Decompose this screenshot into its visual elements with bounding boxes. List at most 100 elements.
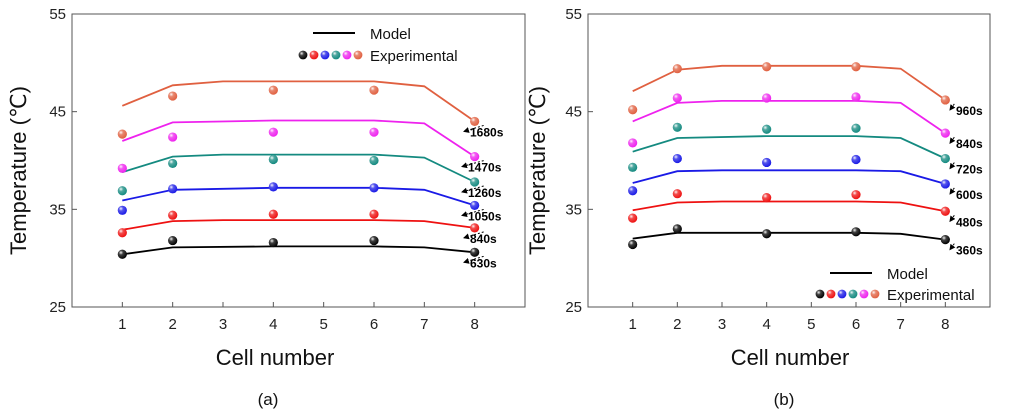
model-line-720s — [632, 135, 946, 160]
experimental-point-highlight — [672, 189, 682, 199]
experimental-point-highlight — [268, 154, 278, 165]
experimental-point-highlight — [117, 186, 127, 196]
plot-frame — [587, 13, 991, 308]
experimental-point-highlight — [268, 182, 278, 192]
legend-dot-highlight — [353, 50, 363, 60]
x-tick-label: 4 — [762, 316, 770, 333]
model-line-360s — [632, 231, 946, 241]
experimental-point-highlight — [672, 64, 682, 74]
experimental-point-highlight — [628, 213, 638, 223]
y-tick-label: 35 — [565, 201, 582, 218]
y-axis-label: Temperature (℃) — [525, 86, 550, 255]
experimental-point-highlight — [369, 183, 379, 193]
x-tick-label: 3 — [718, 316, 726, 333]
experimental-point-highlight — [168, 235, 178, 246]
experimental-point-highlight — [470, 151, 480, 162]
experimental-point-highlight — [168, 132, 178, 142]
experimental-point-highlight — [470, 247, 480, 257]
model-line-600s — [632, 169, 946, 185]
legend-experimental-label: Experimental — [887, 287, 975, 304]
series-label-840s: 840s — [956, 137, 983, 151]
panel-label: (b) — [774, 390, 795, 409]
series-arrow — [949, 243, 956, 251]
model-line-480s — [632, 200, 946, 213]
experimental-point-highlight — [851, 92, 861, 102]
series-arrow — [463, 124, 484, 133]
experimental-point-highlight — [470, 177, 480, 187]
experimental-point-highlight — [117, 129, 127, 139]
experimental-point-highlight — [470, 223, 480, 233]
legend-experimental-label: Experimental — [370, 48, 458, 65]
series-arrow — [949, 214, 956, 223]
experimental-point-highlight — [628, 105, 638, 115]
experimental-point-highlight — [851, 62, 861, 72]
legend-dot-highlight — [331, 50, 341, 60]
x-tick-label: 4 — [269, 316, 277, 333]
experimental-point-highlight — [628, 239, 638, 250]
series-label-600s: 600s — [956, 188, 983, 202]
experimental-point-highlight — [117, 249, 127, 259]
x-tick-label: 7 — [896, 316, 904, 333]
series-label-1260s: 1260s — [468, 186, 502, 200]
legend-dot-highlight — [342, 50, 352, 60]
experimental-point-highlight — [117, 205, 127, 215]
series-label-480s: 480s — [956, 215, 983, 229]
experimental-point-highlight — [168, 158, 178, 169]
x-axis-label: Cell number — [731, 345, 850, 370]
experimental-point-highlight — [940, 206, 950, 216]
x-tick-label: 3 — [219, 316, 227, 333]
series-arrow — [949, 162, 956, 170]
experimental-point-highlight — [762, 229, 772, 239]
experimental-point-highlight — [369, 209, 379, 219]
experimental-point-highlight — [762, 193, 772, 203]
x-tick-label: 2 — [673, 316, 681, 333]
legend-dot-highlight — [870, 289, 880, 299]
legend-dot-highlight — [859, 289, 869, 299]
experimental-point-highlight — [369, 127, 379, 137]
y-tick-label: 35 — [49, 201, 66, 218]
experimental-point-highlight — [628, 138, 638, 148]
series-arrow — [949, 187, 956, 195]
experimental-point-highlight — [117, 228, 127, 238]
experimental-point-highlight — [762, 62, 772, 72]
legend-model-label: Model — [887, 266, 928, 283]
x-axis-label: Cell number — [216, 345, 335, 370]
experimental-point-highlight — [940, 235, 950, 245]
experimental-point-highlight — [851, 123, 861, 133]
experimental-point-highlight — [940, 128, 950, 138]
legend-model-label: Model — [370, 26, 411, 43]
plot-frame — [71, 13, 526, 308]
model-line-960s — [632, 64, 946, 101]
experimental-point-highlight — [762, 157, 772, 168]
x-tick-label: 6 — [852, 316, 860, 333]
series-label-630s: 630s — [470, 256, 497, 270]
x-tick-label: 6 — [370, 316, 378, 333]
x-tick-label: 7 — [420, 316, 428, 333]
series-arrow — [949, 136, 956, 144]
experimental-point-highlight — [369, 155, 379, 166]
experimental-point-highlight — [168, 184, 178, 194]
legend-dot-highlight — [837, 289, 847, 299]
model-line-1470s — [121, 119, 476, 158]
x-tick-label: 1 — [628, 316, 636, 333]
experimental-point-highlight — [672, 122, 682, 132]
experimental-point-highlight — [940, 179, 950, 189]
model-line-840s — [632, 100, 946, 134]
series-label-840s: 840s — [470, 232, 497, 246]
experimental-point-highlight — [851, 154, 861, 165]
experimental-point-highlight — [268, 237, 278, 248]
experimental-point-highlight — [268, 209, 278, 219]
series-arrow — [949, 103, 956, 111]
experimental-point-highlight — [470, 116, 480, 127]
experimental-point-highlight — [168, 91, 178, 101]
legend-dot-highlight — [815, 289, 825, 299]
y-tick-label: 55 — [49, 6, 66, 23]
y-tick-label: 45 — [565, 104, 582, 121]
y-tick-label: 25 — [565, 299, 582, 316]
experimental-point-highlight — [470, 200, 480, 211]
panel-label: (a) — [258, 390, 279, 409]
legend-dot-highlight — [848, 289, 858, 299]
x-tick-label: 8 — [941, 316, 949, 333]
series-label-960s: 960s — [956, 104, 983, 118]
series-arrow — [463, 231, 484, 240]
